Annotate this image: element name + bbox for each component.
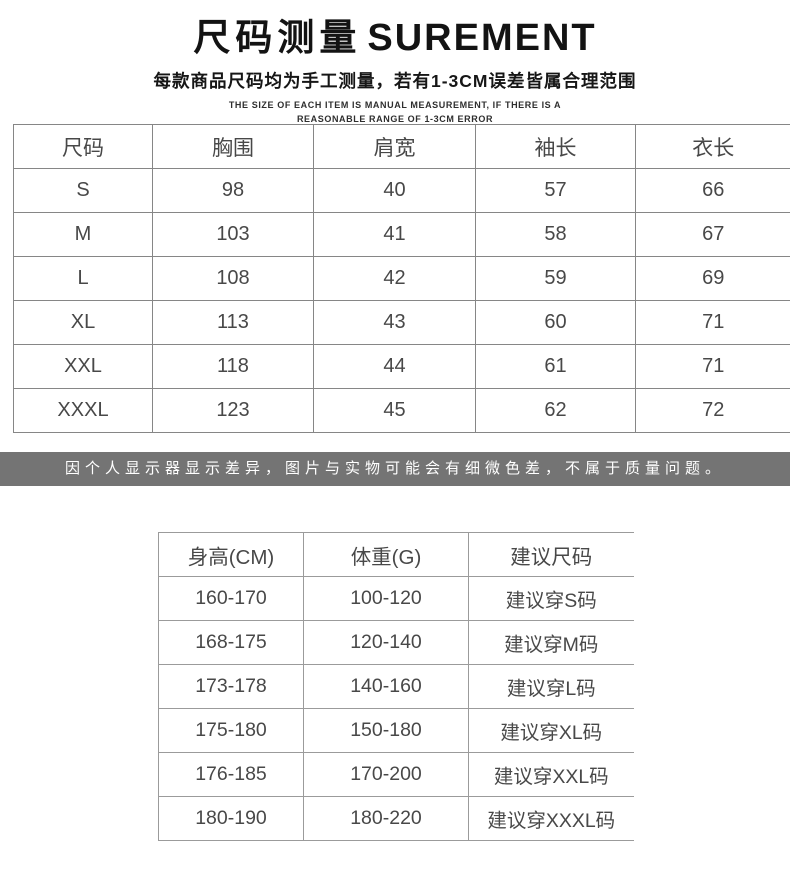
table-row: 180-190 180-220 建议穿XXXL码: [158, 796, 634, 841]
subtitle: 每款商品尺码均为手工测量，若有1-3CM误差皆属合理范围: [153, 71, 637, 91]
title-chinese: 尺码测量: [193, 17, 362, 58]
table-cell: XXXL: [13, 388, 153, 433]
table-cell: 45: [313, 388, 476, 433]
table-cell: XXL: [13, 344, 153, 389]
table-cell: 建议穿XL码: [468, 708, 634, 753]
column-header: 胸围: [152, 124, 314, 169]
table-cell: M: [13, 212, 153, 257]
size-table-head: 尺码 胸围 肩宽 袖长 衣长: [13, 124, 790, 169]
table-row: XL 113 43 60 71: [13, 300, 790, 345]
table-cell: 43: [313, 300, 476, 345]
table-cell: 69: [635, 256, 790, 301]
column-header: 衣长: [635, 124, 790, 169]
table-cell: 100-120: [303, 576, 469, 621]
table-cell: 61: [475, 344, 636, 389]
table-cell: 160-170: [158, 576, 304, 621]
table-cell: 40: [313, 168, 476, 213]
table-cell: 66: [635, 168, 790, 213]
table-cell: 180-190: [158, 796, 304, 841]
table-row: 175-180 150-180 建议穿XL码: [158, 708, 634, 753]
table-cell: 71: [635, 344, 790, 389]
table-cell: 118: [152, 344, 314, 389]
page-title: 尺码测量 SUREMENT: [0, 7, 790, 61]
table-cell: 173-178: [158, 664, 304, 709]
column-header: 建议尺码: [468, 532, 634, 577]
table-cell: 170-200: [303, 752, 469, 797]
table-cell: 建议穿XXL码: [468, 752, 634, 797]
table-cell: L: [13, 256, 153, 301]
table-cell: 58: [475, 212, 636, 257]
table-row: L 108 42 59 69: [13, 256, 790, 301]
table-cell: 60: [475, 300, 636, 345]
table-cell: 168-175: [158, 620, 304, 665]
size-measurement-table: 尺码 胸围 肩宽 袖长 衣长 S 98 40 57 66 M 103 41 58 67 L 108 42 59 69…: [13, 124, 790, 433]
table-cell: S: [13, 168, 153, 213]
notice-banner: 因个人显示器显示差异，图片与实物可能会有细微色差，不属于质量问题。: [0, 452, 790, 486]
column-header: 尺码: [13, 124, 153, 169]
english-note: THE SIZE OF EACH ITEM IS MANUAL MEASUREM…: [0, 99, 790, 125]
table-cell: 103: [152, 212, 314, 257]
table-row: 173-178 140-160 建议穿L码: [158, 664, 634, 709]
notice-text: 因个人显示器显示差异，图片与实物可能会有细微色差，不属于质量问题。: [64, 460, 725, 477]
table-cell: 42: [313, 256, 476, 301]
table-cell: XL: [13, 300, 153, 345]
header-row: 身高(CM) 体重(G) 建议尺码: [158, 532, 634, 577]
table-cell: 180-220: [303, 796, 469, 841]
table-cell: 140-160: [303, 664, 469, 709]
table-cell: 113: [152, 300, 314, 345]
table-cell: 62: [475, 388, 636, 433]
table-cell: 57: [475, 168, 636, 213]
table-cell: 建议穿M码: [468, 620, 634, 665]
column-header: 肩宽: [313, 124, 476, 169]
table-cell: 176-185: [158, 752, 304, 797]
table-cell: 建议穿L码: [468, 664, 634, 709]
table-cell: 98: [152, 168, 314, 213]
rec-table-head: 身高(CM) 体重(G) 建议尺码: [158, 532, 634, 577]
table-cell: 44: [313, 344, 476, 389]
table-cell: 67: [635, 212, 790, 257]
rec-table-body: 160-170 100-120 建议穿S码 168-175 120-140 建议穿M码 17…: [158, 576, 634, 841]
table-row: 160-170 100-120 建议穿S码: [158, 576, 634, 621]
table-cell: 建议穿XXXL码: [468, 796, 634, 841]
table-cell: 59: [475, 256, 636, 301]
column-header: 体重(G): [303, 532, 469, 577]
table-cell: 建议穿S码: [468, 576, 634, 621]
table-cell: 41: [313, 212, 476, 257]
table-cell: 123: [152, 388, 314, 433]
header-row: 尺码 胸围 肩宽 袖长 衣长: [13, 124, 790, 169]
table-cell: 120-140: [303, 620, 469, 665]
table-row: XXL 118 44 61 71: [13, 344, 790, 389]
note-line-2: REASONABLE RANGE OF 1-3CM ERROR: [296, 114, 494, 124]
table-row: 176-185 170-200 建议穿XXL码: [158, 752, 634, 797]
table-cell: 175-180: [158, 708, 304, 753]
table-cell: 108: [152, 256, 314, 301]
column-header: 袖长: [475, 124, 636, 169]
header: 尺码测量 SUREMENT 每款商品尺码均为手工测量，若有1-3CM误差皆属合理范…: [0, 0, 790, 125]
title-english: SUREMENT: [367, 17, 597, 59]
table-row: XXXL 123 45 62 72: [13, 388, 790, 433]
table-row: M 103 41 58 67: [13, 212, 790, 257]
table-row: S 98 40 57 66: [13, 168, 790, 213]
table-row: 168-175 120-140 建议穿M码: [158, 620, 634, 665]
size-table-body: S 98 40 57 66 M 103 41 58 67 L 108 42 59 69 XL 113 43 60 71…: [13, 168, 790, 433]
size-recommendation-table: 身高(CM) 体重(G) 建议尺码 160-170 100-120 建议穿S码 168-1…: [158, 532, 634, 841]
table-cell: 72: [635, 388, 790, 433]
table-cell: 71: [635, 300, 790, 345]
table-cell: 150-180: [303, 708, 469, 753]
column-header: 身高(CM): [158, 532, 304, 577]
note-line-1: THE SIZE OF EACH ITEM IS MANUAL MEASUREM…: [228, 100, 562, 110]
